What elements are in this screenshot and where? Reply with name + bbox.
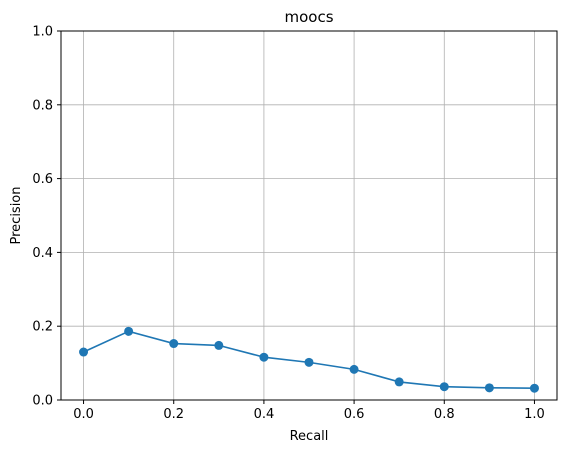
plot-frame xyxy=(60,30,558,401)
axes xyxy=(57,30,558,404)
data-point xyxy=(79,347,89,357)
data-point xyxy=(529,383,539,393)
data-series xyxy=(79,326,539,393)
y-tick-label: 0.8 xyxy=(32,98,53,113)
x-tick-label: 0.8 xyxy=(434,407,455,422)
chart-title: moocs xyxy=(284,8,333,26)
x-tick-label: 0.0 xyxy=(73,407,94,422)
data-point xyxy=(214,340,224,350)
data-point xyxy=(259,352,269,362)
y-tick-label: 1.0 xyxy=(32,25,53,40)
y-tick-label: 0.6 xyxy=(32,172,53,187)
y-tick-label: 0.2 xyxy=(32,320,53,335)
x-axis-label: Recall xyxy=(290,429,329,444)
y-tick-label: 0.4 xyxy=(32,246,53,261)
data-point xyxy=(349,364,359,374)
data-point xyxy=(124,326,134,336)
data-point xyxy=(484,383,494,393)
data-point xyxy=(439,382,449,392)
data-point xyxy=(169,339,179,349)
x-tick-label: 0.6 xyxy=(344,407,365,422)
y-tick-label: 0.0 xyxy=(32,394,53,409)
x-tick-label: 1.0 xyxy=(524,407,545,422)
y-axis-label: Precision xyxy=(9,186,24,244)
tick-labels: 0.0 0.2 0.4 0.6 0.8 1.0 0.0 0.2 0.4 0.6 0.8 1.0 xyxy=(32,25,544,423)
x-tick-label: 0.4 xyxy=(254,407,275,422)
data-point xyxy=(394,377,404,387)
x-tick-label: 0.2 xyxy=(163,407,184,422)
data-point xyxy=(304,357,314,367)
